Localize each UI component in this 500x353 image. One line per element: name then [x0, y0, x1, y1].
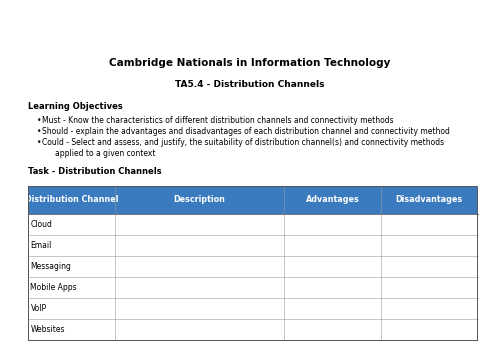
Text: applied to a given context: applied to a given context	[55, 149, 156, 158]
Text: Disadvantages: Disadvantages	[396, 196, 462, 204]
Text: TA5.4 - Distribution Channels: TA5.4 - Distribution Channels	[176, 80, 325, 89]
Text: Messaging: Messaging	[30, 262, 72, 271]
Text: Email: Email	[30, 241, 52, 250]
Text: Websites: Websites	[30, 325, 65, 334]
Text: Advantages: Advantages	[306, 196, 359, 204]
Text: Mobile Apps: Mobile Apps	[30, 283, 77, 292]
Text: Description: Description	[174, 196, 226, 204]
Text: Should - explain the advantages and disadvantages of each distribution channel a: Should - explain the advantages and disa…	[42, 127, 451, 136]
Text: •: •	[36, 138, 41, 147]
Text: Cambridge Nationals in Information Technology: Cambridge Nationals in Information Techn…	[110, 58, 390, 68]
Text: Must - Know the characteristics of different distribution channels and connectiv: Must - Know the characteristics of diffe…	[42, 116, 394, 125]
Text: Learning Objectives: Learning Objectives	[28, 102, 122, 111]
Text: Cloud: Cloud	[30, 220, 52, 229]
Text: Distribution Channel: Distribution Channel	[24, 196, 118, 204]
Text: •: •	[36, 116, 41, 125]
Text: Task - Distribution Channels: Task - Distribution Channels	[28, 167, 161, 176]
Text: •: •	[36, 127, 41, 136]
Text: VoIP: VoIP	[30, 304, 46, 313]
Text: Could - Select and assess, and justify, the suitability of distribution channel(: Could - Select and assess, and justify, …	[42, 138, 444, 147]
